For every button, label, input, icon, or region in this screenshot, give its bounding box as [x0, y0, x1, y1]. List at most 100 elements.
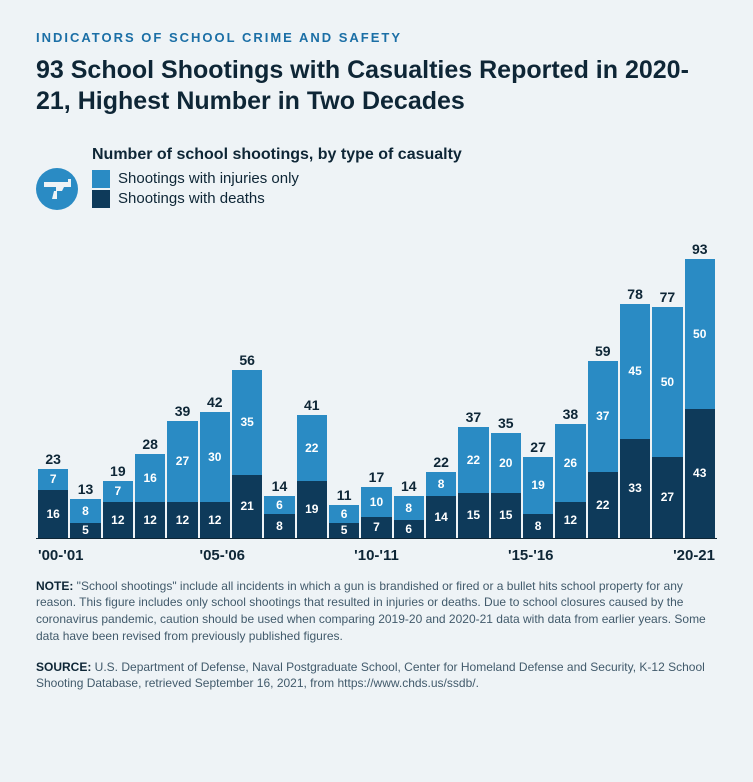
bar-segment-deaths: 12 — [167, 502, 197, 538]
bar-segment-deaths: 14 — [426, 496, 456, 538]
bar-segment-deaths: 43 — [685, 409, 715, 538]
bar-column: 593722 — [588, 361, 618, 538]
bar-total-label: 39 — [167, 403, 197, 421]
bar-segment-deaths: 5 — [70, 523, 100, 538]
bar-segment-injuries: 10 — [361, 487, 391, 517]
swatch-injuries — [92, 170, 110, 188]
bar-total-label: 37 — [458, 409, 488, 427]
bar-segment-deaths: 12 — [555, 502, 585, 538]
bar-segment-deaths: 19 — [297, 481, 327, 538]
bar-total-label: 93 — [685, 241, 715, 259]
bar-column: 784533 — [620, 304, 650, 538]
bar-column: 563521 — [232, 370, 262, 538]
bar-segment-injuries: 20 — [491, 433, 521, 493]
axis-tick: '10-'11 — [347, 547, 407, 564]
legend-title: Number of school shootings, by type of c… — [92, 146, 717, 164]
bar-column: 392712 — [167, 421, 197, 538]
bar-column: 22814 — [426, 472, 456, 538]
bar-segment-injuries: 8 — [70, 499, 100, 523]
bar-total-label: 14 — [264, 478, 294, 496]
bar-segment-injuries: 6 — [264, 496, 294, 514]
bar-total-label: 23 — [38, 451, 68, 469]
bar-segment-deaths: 7 — [361, 517, 391, 538]
bar-total-label: 11 — [329, 487, 359, 505]
eyebrow-text: INDICATORS OF SCHOOL CRIME AND SAFETY — [36, 30, 717, 45]
bar-segment-injuries: 22 — [297, 415, 327, 481]
bar-segment-injuries: 6 — [329, 505, 359, 523]
bar-segment-deaths: 22 — [588, 472, 618, 538]
chart-area: 2371613851971228161239271242301256352114… — [36, 218, 717, 564]
bar-segment-deaths: 27 — [652, 457, 682, 538]
bar-total-label: 14 — [394, 478, 424, 496]
note-body: "School shootings" include all incidents… — [36, 579, 706, 643]
bar-segment-injuries: 7 — [38, 469, 68, 490]
bar-segment-deaths: 12 — [200, 502, 230, 538]
bar-segment-deaths: 6 — [394, 520, 424, 538]
bar-segment-injuries: 45 — [620, 304, 650, 439]
bar-total-label: 59 — [588, 343, 618, 361]
bar-total-label: 77 — [652, 289, 682, 307]
bar-column: 23716 — [38, 469, 68, 538]
bar-total-label: 22 — [426, 454, 456, 472]
bar-segment-injuries: 50 — [652, 307, 682, 457]
bar-column: 281612 — [135, 454, 165, 538]
bar-segment-injuries: 50 — [685, 259, 715, 409]
legend-label-deaths: Shootings with deaths — [118, 190, 265, 207]
bar-segment-deaths: 8 — [523, 514, 553, 538]
bar-segment-deaths: 15 — [458, 493, 488, 538]
bar-total-label: 17 — [361, 469, 391, 487]
bar-segment-deaths: 12 — [103, 502, 133, 538]
stacked-bar-chart: 2371613851971228161239271242301256352114… — [36, 219, 717, 539]
bar-segment-injuries: 22 — [458, 427, 488, 493]
bar-segment-injuries: 19 — [523, 457, 553, 514]
bar-segment-injuries: 37 — [588, 361, 618, 472]
bar-total-label: 19 — [103, 463, 133, 481]
legend-item-injuries: Shootings with injuries only — [92, 170, 717, 188]
bar-column: 17107 — [361, 487, 391, 538]
legend: Number of school shootings, by type of c… — [36, 146, 717, 210]
bar-column: 352015 — [491, 433, 521, 538]
x-axis: '00-'01'05-'06'10-'11'15-'16'20-21 — [36, 547, 717, 564]
bar-segment-injuries: 30 — [200, 412, 230, 502]
bar-segment-deaths: 21 — [232, 475, 262, 538]
bar-column: 935043 — [685, 259, 715, 538]
axis-tick: '05-'06 — [192, 547, 252, 564]
note-text: NOTE: "School shootings" include all inc… — [36, 578, 717, 645]
bar-segment-injuries: 16 — [135, 454, 165, 502]
source-body: U.S. Department of Defense, Naval Postgr… — [36, 660, 705, 691]
legend-item-deaths: Shootings with deaths — [92, 190, 717, 208]
bar-column: 19712 — [103, 481, 133, 538]
bar-segment-injuries: 35 — [232, 370, 262, 475]
source-text: SOURCE: U.S. Department of Defense, Nava… — [36, 659, 717, 693]
bar-segment-deaths: 5 — [329, 523, 359, 538]
bar-total-label: 42 — [200, 394, 230, 412]
bar-total-label: 78 — [620, 286, 650, 304]
bar-total-label: 56 — [232, 352, 262, 370]
legend-label-injuries: Shootings with injuries only — [118, 170, 299, 187]
bar-column: 27198 — [523, 457, 553, 538]
note-label: NOTE: — [36, 579, 73, 593]
bar-total-label: 13 — [70, 481, 100, 499]
bar-segment-injuries: 8 — [426, 472, 456, 496]
bar-segment-deaths: 8 — [264, 514, 294, 538]
bar-segment-deaths: 16 — [38, 490, 68, 538]
axis-tick: '20-21 — [655, 547, 715, 564]
bar-total-label: 35 — [491, 415, 521, 433]
bar-segment-deaths: 12 — [135, 502, 165, 538]
bar-column: 382612 — [555, 424, 585, 538]
bar-column: 1165 — [329, 505, 359, 538]
bar-column: 1486 — [394, 496, 424, 538]
bar-column: 372215 — [458, 427, 488, 538]
gun-icon — [36, 168, 78, 210]
swatch-deaths — [92, 190, 110, 208]
bar-segment-injuries: 27 — [167, 421, 197, 502]
bar-segment-deaths: 33 — [620, 439, 650, 538]
bar-total-label: 28 — [135, 436, 165, 454]
source-label: SOURCE: — [36, 660, 91, 674]
bar-column: 1385 — [70, 499, 100, 538]
bar-column: 1468 — [264, 496, 294, 538]
bar-column: 775027 — [652, 307, 682, 538]
bar-column: 412219 — [297, 415, 327, 538]
bar-total-label: 27 — [523, 439, 553, 457]
bar-segment-deaths: 15 — [491, 493, 521, 538]
